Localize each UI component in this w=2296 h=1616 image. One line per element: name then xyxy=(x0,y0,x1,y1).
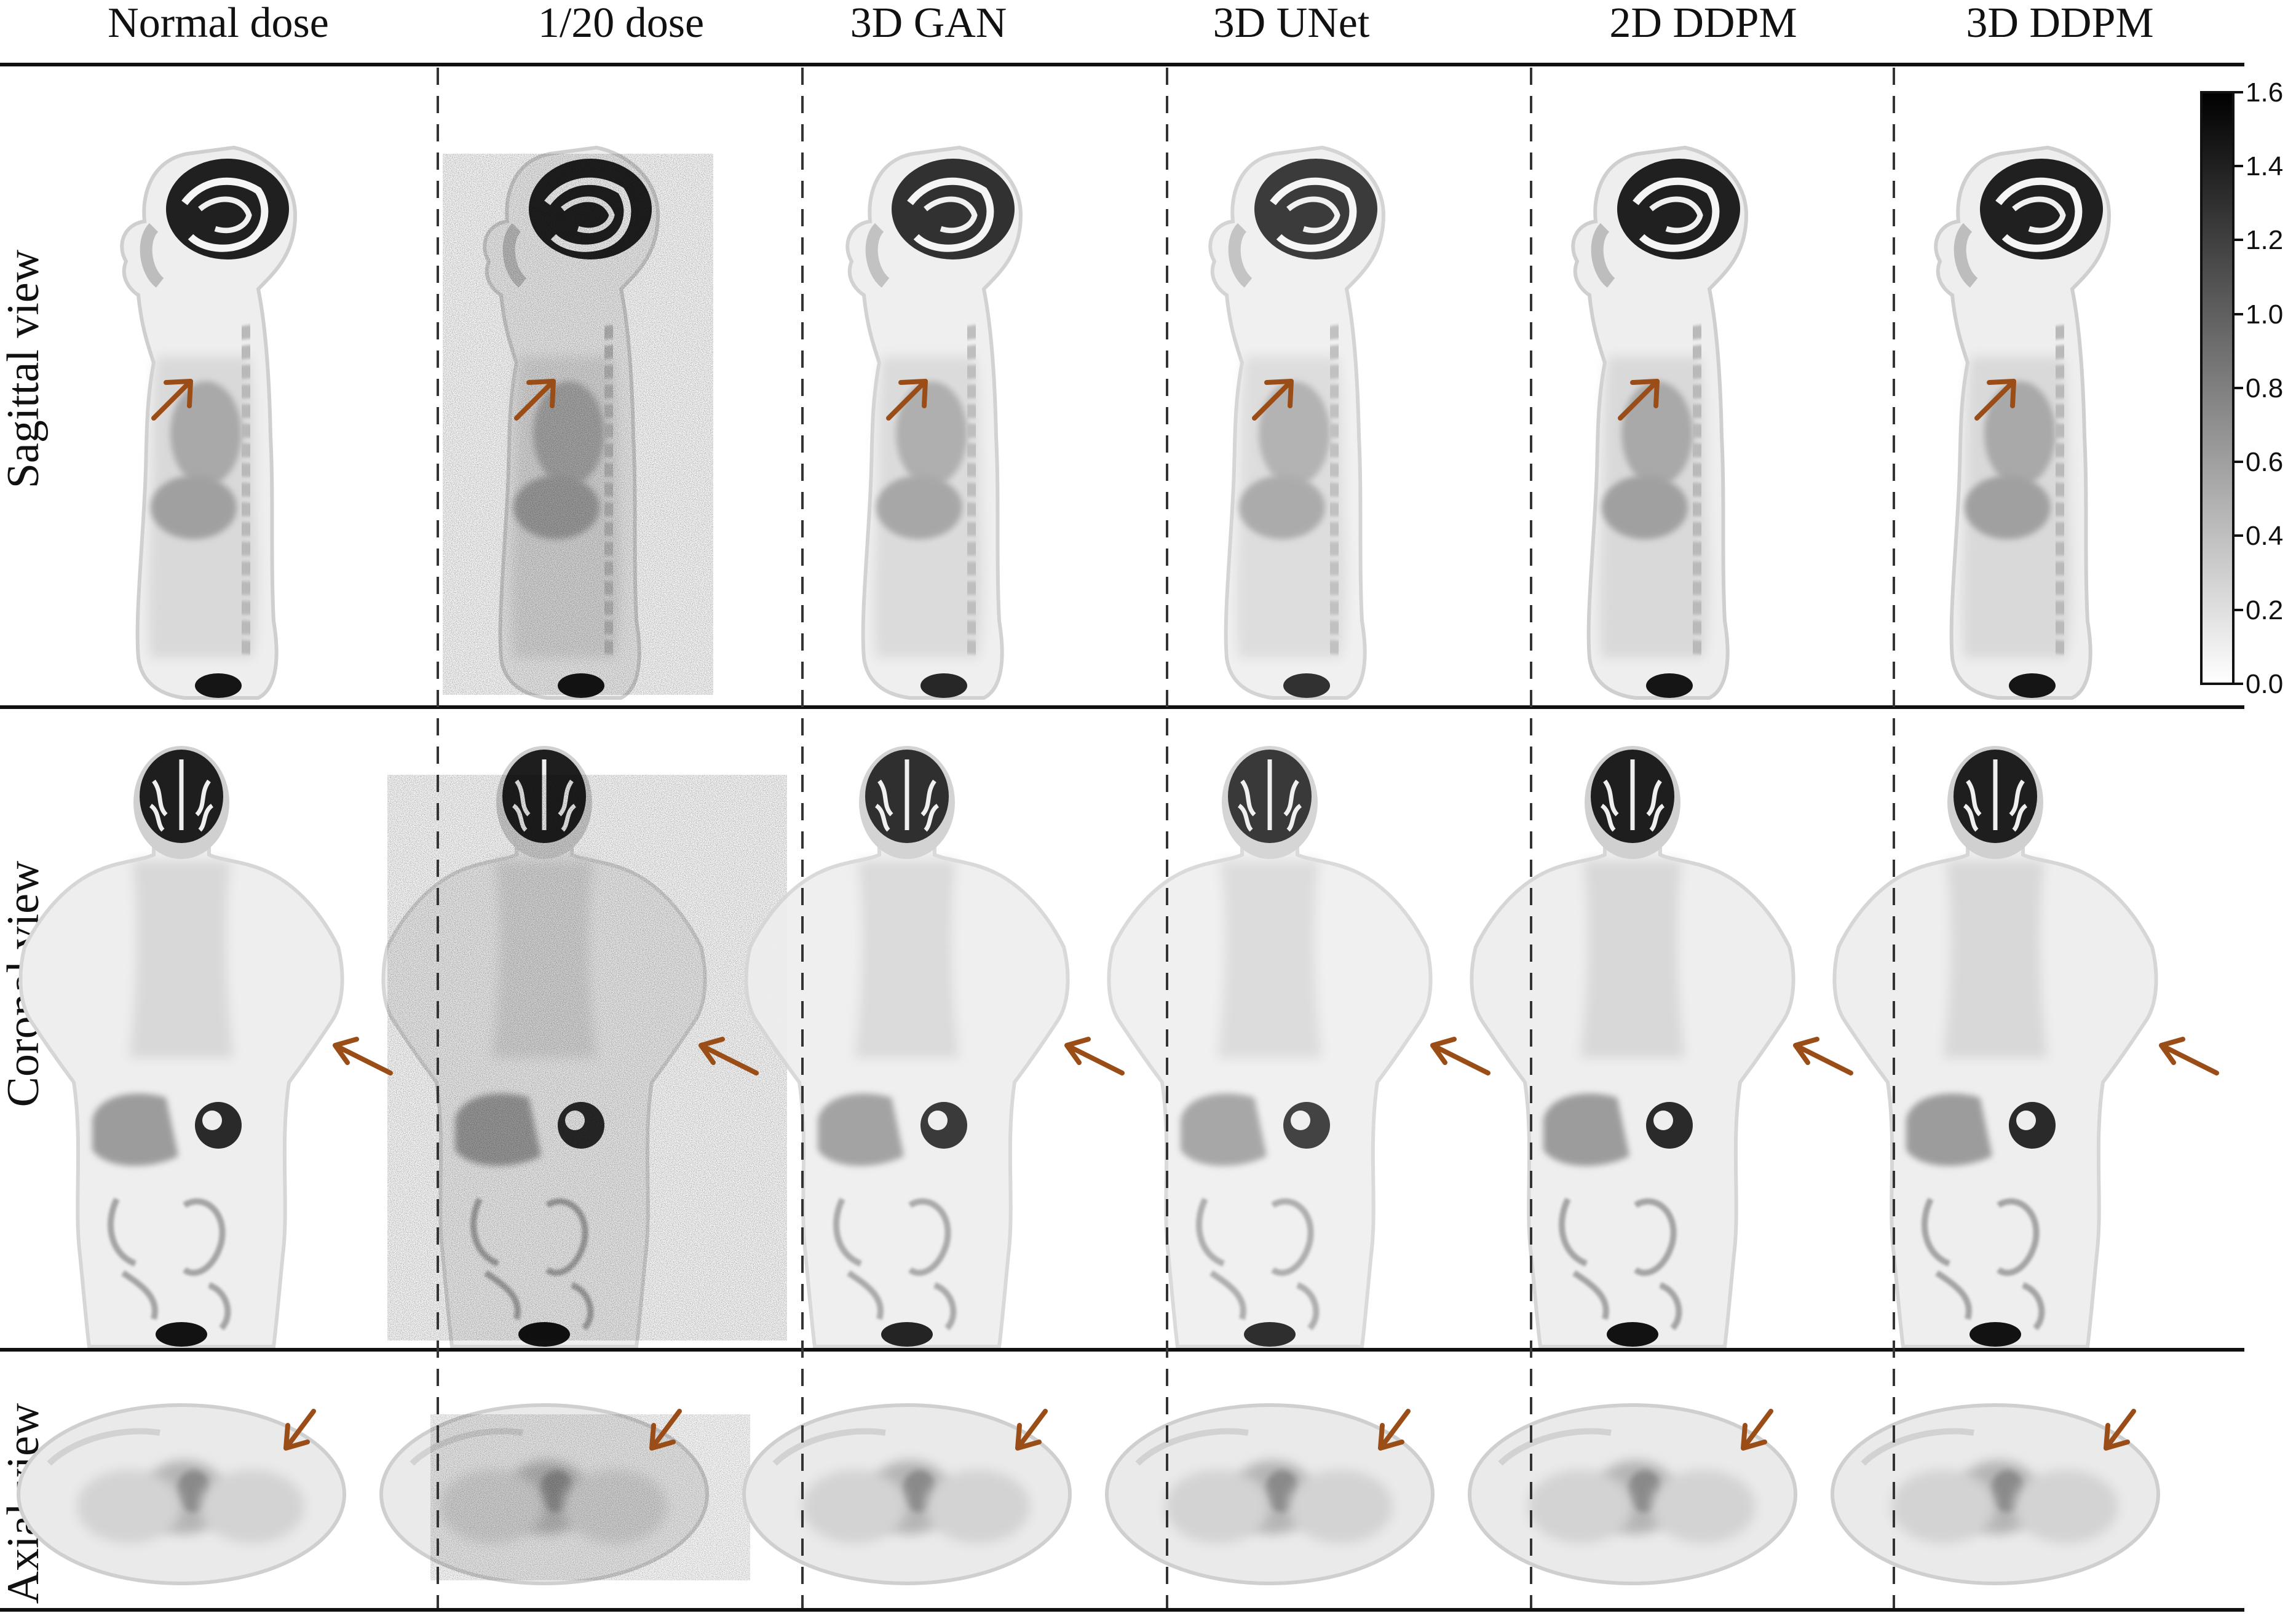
colorbar-tick-label: 0.6 xyxy=(2246,447,2283,477)
panel-sagittal-normal-dose xyxy=(122,148,295,698)
panel-coronal-3d-gan xyxy=(746,746,1067,1347)
colorbar-tick-label: 0.8 xyxy=(2246,373,2283,403)
arrow-axial-3d-gan xyxy=(1015,1409,1048,1451)
colorbar-tick-label: 1.6 xyxy=(2246,77,2283,108)
column-label-normal-dose: Normal dose xyxy=(108,0,329,47)
column-label-3d-unet: 3D UNet xyxy=(1213,0,1370,47)
panel-grid xyxy=(18,148,2158,1583)
arrow-coronal-normal-dose xyxy=(333,1037,393,1075)
panel-axial-1-20-dose xyxy=(381,1405,750,1583)
arrow-sagittal-3d-ddpm xyxy=(1974,379,2016,421)
colorbar-tick-label: 1.2 xyxy=(2246,225,2283,255)
colorbar-tick-label: 0.0 xyxy=(2246,669,2283,699)
panel-coronal-1-20-dose xyxy=(383,746,787,1347)
arrow-coronal-3d-unet xyxy=(1430,1037,1490,1075)
column-label-1-20-dose: 1/20 dose xyxy=(538,0,704,47)
arrow-sagittal-1-20-dose xyxy=(514,379,556,421)
panel-sagittal-3d-unet xyxy=(1210,148,1384,698)
panel-coronal-3d-ddpm xyxy=(1834,746,2156,1347)
row-dividers xyxy=(0,63,2244,1612)
column-headers: Normal dose 1/20 dose 3D GAN 3D UNet 2D … xyxy=(108,0,2153,47)
arrow-axial-1-20-dose xyxy=(649,1409,682,1451)
panel-coronal-3d-unet xyxy=(1109,746,1430,1347)
column-label-2d-ddpm: 2D DDPM xyxy=(1609,0,1797,47)
panel-sagittal-3d-ddpm xyxy=(1936,148,2109,698)
column-dividers xyxy=(437,68,1895,1608)
arrow-sagittal-3d-unet xyxy=(1252,379,1294,421)
colorbar-gradient xyxy=(2200,91,2235,685)
arrow-sagittal-2d-ddpm xyxy=(1618,379,1660,421)
arrow-coronal-1-20-dose xyxy=(699,1037,759,1075)
arrow-axial-normal-dose xyxy=(283,1409,316,1451)
colorbar: 1.6 1.4 1.2 1.0 0.8 0.6 0.4 0.2 0.0 xyxy=(2200,77,2283,699)
axial-row xyxy=(18,1405,2158,1583)
arrow-axial-3d-unet xyxy=(1378,1409,1411,1451)
colorbar-tick-label: 0.4 xyxy=(2246,521,2283,551)
panel-sagittal-3d-gan xyxy=(847,148,1021,698)
arrow-sagittal-3d-gan xyxy=(886,379,928,421)
panel-coronal-2d-ddpm xyxy=(1471,746,1793,1347)
panel-sagittal-1-20-dose xyxy=(443,148,713,698)
colorbar-ticks xyxy=(2233,91,2243,685)
arrow-sagittal-normal-dose xyxy=(151,379,193,421)
arrow-coronal-3d-gan xyxy=(1064,1037,1125,1075)
arrow-axial-2d-ddpm xyxy=(1741,1409,1773,1451)
column-label-3d-ddpm: 3D DDPM xyxy=(1966,0,2153,47)
arrows xyxy=(151,379,2219,1451)
colorbar-tick-label: 1.4 xyxy=(2246,151,2283,181)
arrow-coronal-2d-ddpm xyxy=(1793,1037,1853,1075)
sagittal-row xyxy=(122,148,2109,698)
column-label-3d-gan: 3D GAN xyxy=(850,0,1007,47)
arrow-coronal-3d-ddpm xyxy=(2159,1037,2219,1075)
panel-sagittal-2d-ddpm xyxy=(1573,148,1746,698)
row-label-sagittal: Sagittal view xyxy=(0,249,49,488)
panel-coronal-normal-dose xyxy=(20,746,342,1347)
colorbar-tick-label: 1.0 xyxy=(2246,299,2283,330)
colorbar-tick-label: 0.2 xyxy=(2246,595,2283,625)
arrow-axial-3d-ddpm xyxy=(2104,1409,2136,1451)
